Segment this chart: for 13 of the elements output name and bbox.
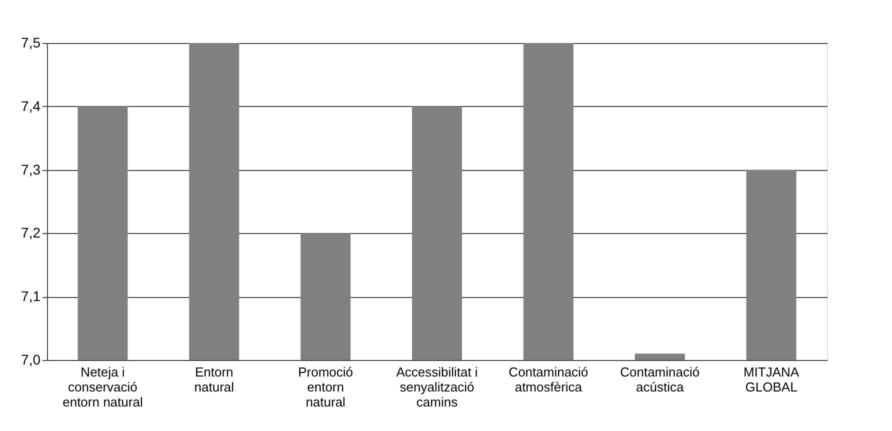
y-tick-label: 7,1 [21, 288, 41, 304]
x-tick-label: Contaminació atmosfèrica [508, 364, 588, 394]
x-tick-label: Accessibilitat i senyalització camins [396, 364, 478, 410]
x-tick-label: Contaminació acústica [620, 364, 700, 394]
x-tick-label: Promoció entorn natural [298, 364, 354, 410]
x-tick-label: Neteja i conservació entorn natural [62, 364, 143, 410]
y-tick-label: 7,4 [21, 98, 41, 114]
y-tick-label: 7,3 [21, 161, 41, 178]
y-tick-label: 7,5 [21, 34, 41, 50]
y-tick-label: 7,0 [21, 352, 41, 368]
x-tick-label: Entorn natural [194, 364, 234, 394]
x-tick-label: MITJANA GLOBAL [743, 364, 800, 394]
y-tick-label: 7,2 [21, 224, 41, 241]
